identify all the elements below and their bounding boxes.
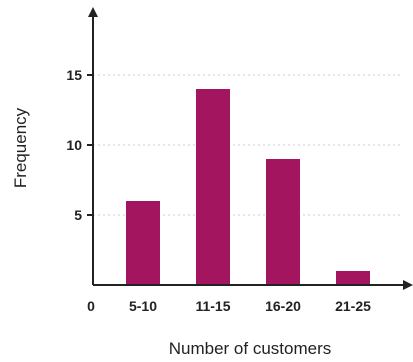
bars [126,89,370,285]
bar [266,159,300,285]
x-tick-label: 5-10 [129,298,157,314]
y-ticks: 5 10 15 [66,67,93,223]
x-ticks: 5-10 11-15 16-20 21-25 [129,298,371,314]
gridlines [93,74,402,216]
x-tick-label: 11-15 [195,298,230,314]
y-tick-label: 5 [74,207,82,223]
x-axis-title: Number of customers [169,339,332,358]
y-tick-label: 10 [66,137,82,153]
origin-label: 0 [87,298,95,314]
x-tick-label: 16-20 [265,298,301,314]
y-axis-title: Frequency [11,107,30,188]
bar [196,89,230,285]
y-tick-label: 15 [66,67,82,83]
bar [336,271,370,285]
x-tick-label: 21-25 [335,298,371,314]
bar [126,201,160,285]
